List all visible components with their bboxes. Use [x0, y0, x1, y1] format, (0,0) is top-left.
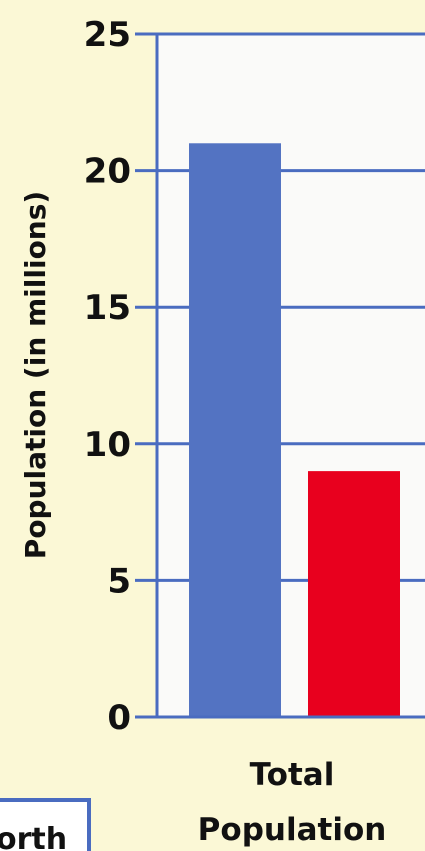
y-tick-label-15: 15 [84, 288, 131, 328]
legend-entry-label: orth [0, 822, 67, 851]
y-tick-label-5: 5 [107, 561, 131, 601]
y-tick-label-10: 10 [84, 425, 131, 465]
bar-series-2 [308, 471, 400, 717]
y-axis-title: Population (in millions) [19, 191, 52, 559]
y-tick-label-20: 20 [84, 152, 131, 192]
legend-box [0, 798, 91, 851]
bar-series-1 [189, 143, 281, 717]
x-category-label-line-2: Population [198, 812, 387, 848]
bars [189, 143, 400, 717]
axes [155, 32, 425, 719]
y-tick-label-25: 25 [84, 15, 131, 55]
x-category-label-line-1: Total [250, 757, 335, 793]
legend: orth [0, 798, 91, 851]
y-tick-labels: 0 5 10 15 20 25 [84, 15, 131, 738]
y-tick-label-0: 0 [107, 698, 131, 738]
x-category-labels: Total Population [198, 757, 387, 848]
